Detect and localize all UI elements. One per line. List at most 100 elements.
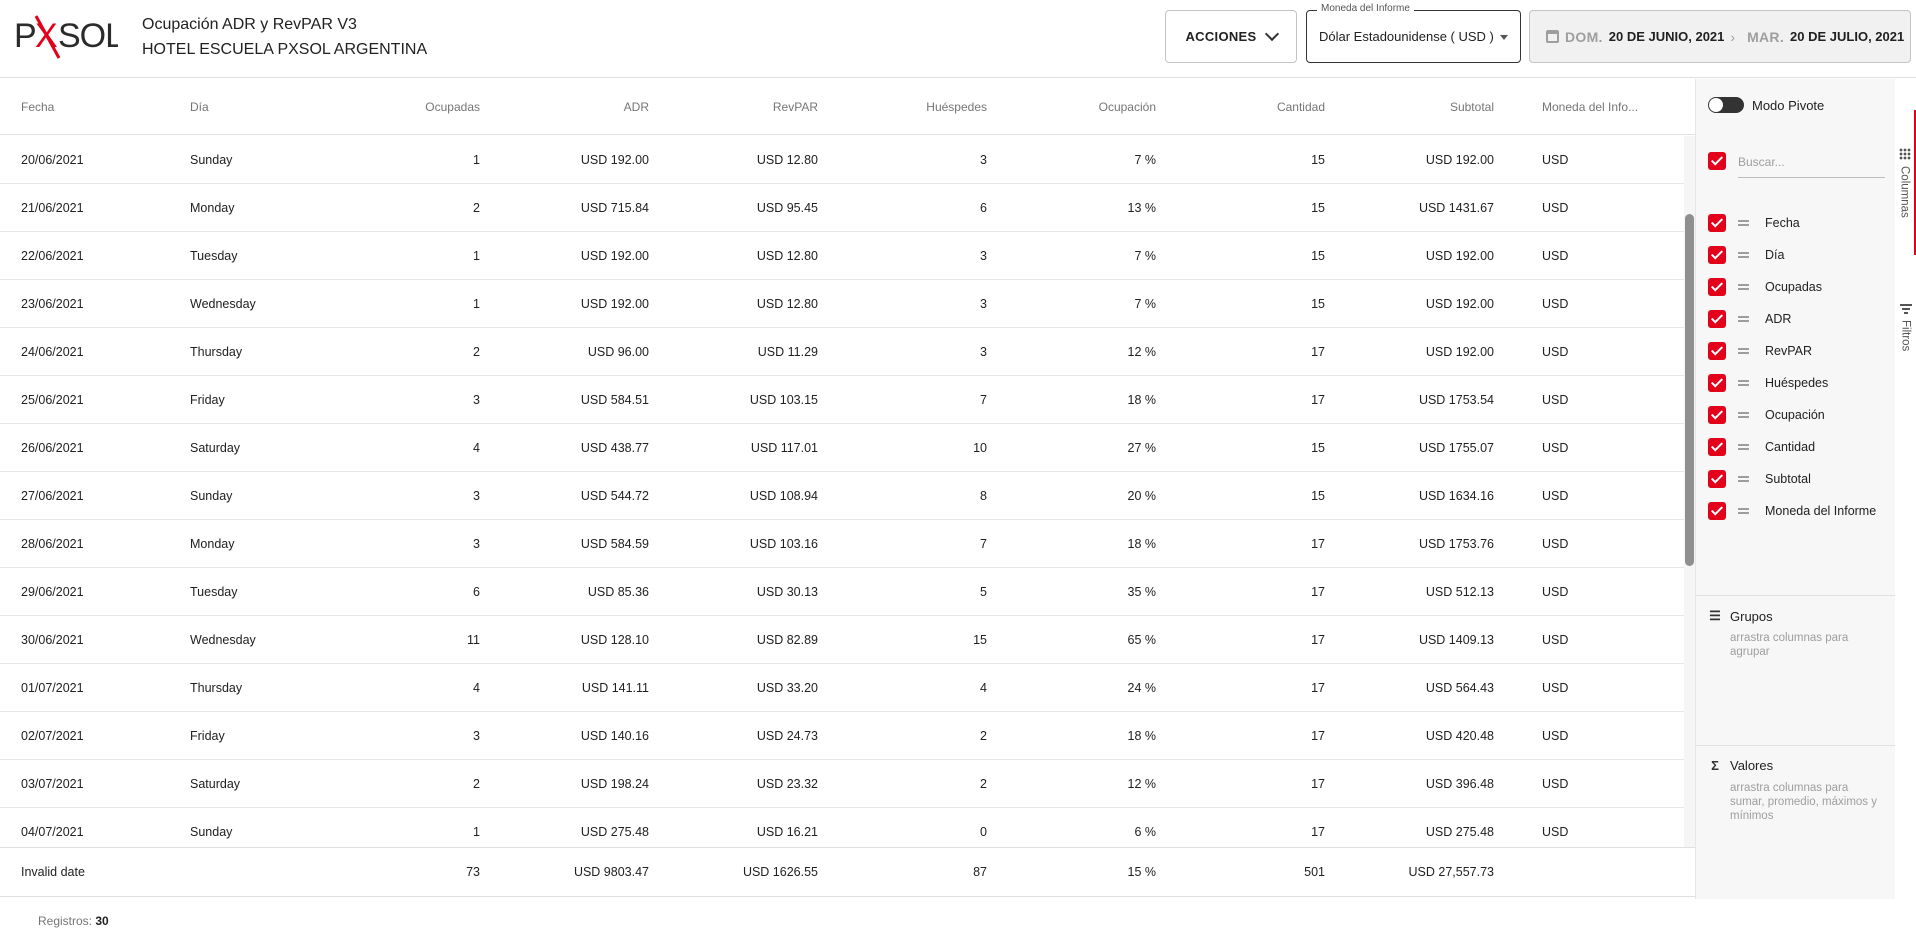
column-toggle-item[interactable]: Ocupación [1708, 399, 1893, 431]
cell-moneda: USD [1542, 584, 1569, 599]
cell-revpar: USD 16.21 [756, 824, 818, 839]
values-drop-zone[interactable]: arrastra columnas para sumar, promedio, … [1730, 782, 1877, 822]
tab-filters[interactable]: Filtros [1895, 300, 1916, 370]
svg-text:P: P [14, 17, 36, 55]
drag-handle-icon[interactable] [1738, 412, 1749, 418]
table-row[interactable]: 30/06/2021 Wednesday 11 USD 128.10 USD 82.89… [0, 616, 1684, 664]
column-checkbox[interactable] [1708, 374, 1726, 392]
cell-cantidad: 15 [1311, 152, 1325, 167]
table-row[interactable]: 24/06/2021 Thursday 2 USD 96.00 USD 11.29 3 12… [0, 328, 1684, 376]
vertical-scrollbar[interactable] [1684, 136, 1695, 847]
cell-ocupacion: 35 % [1127, 584, 1157, 599]
column-header-revpar[interactable]: RevPAR [772, 99, 818, 114]
hotel-name: HOTEL ESCUELA PXSOL ARGENTINA [142, 41, 428, 58]
drag-handle-icon[interactable] [1738, 316, 1749, 322]
cell-huespedes: 3 [980, 152, 987, 167]
table-row[interactable]: 26/06/2021 Saturday 4 USD 438.77 USD 117.01 1… [0, 424, 1684, 472]
column-header-fecha[interactable]: Fecha [21, 99, 55, 114]
table-row[interactable]: 29/06/2021 Tuesday 6 USD 85.36 USD 30.13 5 35 … [0, 568, 1684, 616]
cell-ocupadas: 4 [473, 680, 480, 695]
table-row[interactable]: 04/07/2021 Sunday 1 USD 275.48 USD 16.21 0 6 %… [0, 808, 1684, 847]
column-header-ocupacion[interactable]: Ocupación [1098, 99, 1156, 114]
side-tab-strip: Columnas Filtros [1895, 110, 1916, 410]
drag-handle-icon[interactable] [1738, 252, 1749, 258]
column-checkbox[interactable] [1708, 502, 1726, 520]
drag-handle-icon[interactable] [1738, 476, 1749, 482]
pivot-mode[interactable]: Modo Pivote [1708, 97, 1824, 113]
table-row[interactable]: 03/07/2021 Saturday 2 USD 198.24 USD 23.32 2 1… [0, 760, 1684, 808]
table-row[interactable]: 21/06/2021 Monday 2 USD 715.84 USD 95.45 6 13 … [0, 184, 1684, 232]
cell-subtotal: USD 192.00 [1425, 248, 1494, 263]
cell-huespedes: 15 [973, 632, 987, 647]
column-toggle-item[interactable]: Subtotal [1708, 463, 1893, 495]
drag-handle-icon[interactable] [1738, 284, 1749, 290]
currency-select[interactable]: Moneda del Informe Dólar Estadounidense … [1306, 3, 1521, 63]
column-checkbox[interactable] [1708, 246, 1726, 264]
cell-fecha: 04/07/2021 [21, 824, 84, 839]
column-header-subtotal[interactable]: Subtotal [1449, 99, 1494, 114]
column-header-dia[interactable]: Día [190, 99, 209, 114]
cell-fecha: 26/06/2021 [21, 440, 84, 455]
table-row[interactable]: 22/06/2021 Tuesday 1 USD 192.00 USD 12.80 3 7 … [0, 232, 1684, 280]
column-checkbox[interactable] [1708, 310, 1726, 328]
column-checkbox[interactable] [1708, 342, 1726, 360]
cell-ocupadas: 3 [473, 536, 480, 551]
column-checkbox[interactable] [1708, 470, 1726, 488]
acciones-button[interactable]: ACCIONES [1165, 10, 1297, 63]
column-header-ocupadas[interactable]: Ocupadas [425, 99, 480, 114]
column-toggle-item[interactable]: Cantidad [1708, 431, 1893, 463]
table-row[interactable]: 25/06/2021 Friday 3 USD 584.51 USD 103.15 7 18… [0, 376, 1684, 424]
cell-ocupacion: 7 % [1134, 248, 1156, 263]
table-row[interactable]: 20/06/2021 Sunday 1 USD 192.00 USD 12.80 3 7 %… [0, 136, 1684, 184]
tab-columns[interactable]: Columnas [1895, 110, 1916, 255]
column-toggle-item[interactable]: ADR [1708, 303, 1893, 335]
column-header-adr[interactable]: ADR [623, 99, 649, 114]
table-row[interactable]: 02/07/2021 Friday 3 USD 140.16 USD 24.73 2 18 … [0, 712, 1684, 760]
column-toggle-item[interactable]: Ocupadas [1708, 271, 1893, 303]
column-header-moneda[interactable]: Moneda del Info... [1542, 99, 1639, 114]
column-checkbox[interactable] [1708, 406, 1726, 424]
date-to-day: MAR. [1747, 28, 1785, 45]
cell-moneda: USD [1542, 536, 1569, 551]
table-row[interactable]: 01/07/2021 Thursday 4 USD 141.11 USD 33.20 4 2… [0, 664, 1684, 712]
drag-handle-icon[interactable] [1738, 380, 1749, 386]
table-row[interactable]: 23/06/2021 Wednesday 1 USD 192.00 USD 12.80 3… [0, 280, 1684, 328]
date-range-picker[interactable]: DOM. 20 DE JUNIO, 2021 › MAR. 20 DE JULI… [1529, 10, 1911, 63]
column-checkbox[interactable] [1708, 214, 1726, 232]
column-list: Fecha Día Ocupadas ADR RevPAR Huéspedes Ocupac… [1708, 207, 1893, 527]
cell-huespedes: 3 [980, 296, 987, 311]
column-toggle-item[interactable]: Moneda del Informe [1708, 495, 1893, 527]
cell-dia: Friday [190, 392, 225, 407]
column-toggle-item[interactable]: Fecha [1708, 207, 1893, 239]
cell-moneda: USD [1542, 248, 1569, 263]
calendar-icon [1546, 30, 1559, 43]
cell-ocupadas: 1 [473, 152, 480, 167]
drag-handle-icon[interactable] [1738, 348, 1749, 354]
table-row[interactable]: 27/06/2021 Sunday 3 USD 544.72 USD 108.94 8 20… [0, 472, 1684, 520]
drag-handle-icon[interactable] [1738, 508, 1749, 514]
cell-adr: USD 584.51 [580, 392, 649, 407]
cell-subtotal: USD 192.00 [1425, 344, 1494, 359]
group-icon: ☰ [1709, 608, 1721, 623]
column-checkbox[interactable] [1708, 278, 1726, 296]
pivot-toggle[interactable] [1708, 97, 1744, 113]
column-toggle-item[interactable]: Día [1708, 239, 1893, 271]
scrollbar-thumb[interactable] [1685, 214, 1694, 566]
column-toggle-item[interactable]: RevPAR [1708, 335, 1893, 367]
column-search-input[interactable] [1738, 146, 1885, 178]
column-header-huespedes[interactable]: Huéspedes [926, 99, 987, 114]
cell-huespedes: 2 [980, 776, 987, 791]
table-row[interactable]: 28/06/2021 Monday 3 USD 584.59 USD 103.16 7 18… [0, 520, 1684, 568]
column-header-cantidad[interactable]: Cantidad [1276, 99, 1325, 114]
drag-handle-icon[interactable] [1738, 220, 1749, 226]
cell-cantidad: 17 [1311, 392, 1325, 407]
cell-revpar: USD 95.45 [756, 200, 818, 215]
groups-drop-zone[interactable]: arrastra columnas para agrupar [1730, 632, 1849, 658]
cell-subtotal: USD 1753.76 [1418, 536, 1494, 551]
drag-handle-icon[interactable] [1738, 444, 1749, 450]
cell-fecha: 20/06/2021 [21, 152, 84, 167]
select-all-checkbox[interactable] [1708, 152, 1726, 170]
cell-huespedes: 6 [980, 200, 987, 215]
column-checkbox[interactable] [1708, 438, 1726, 456]
column-toggle-item[interactable]: Huéspedes [1708, 367, 1893, 399]
